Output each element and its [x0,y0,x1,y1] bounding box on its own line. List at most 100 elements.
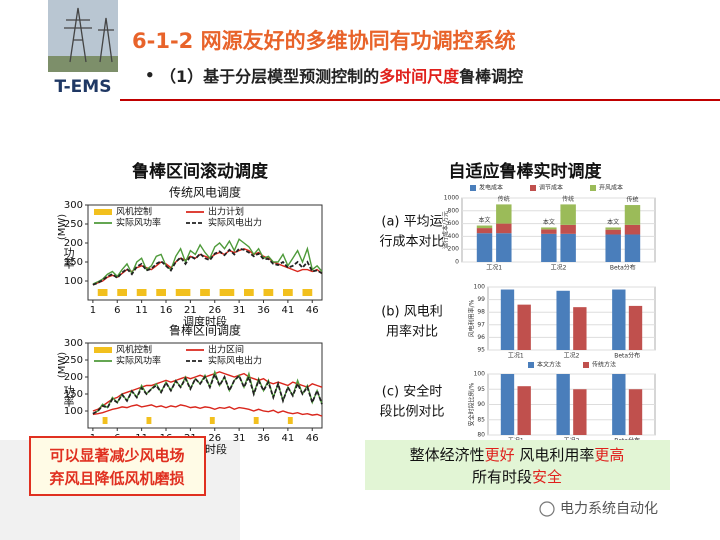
bar-segment [624,205,641,225]
bar-segment [560,233,576,262]
bar [517,386,531,435]
text-run: 风电利用率 [515,446,595,464]
bar-segment [605,227,621,230]
legend-label: 本文方法 [537,361,561,369]
text-run: （1）基于分层模型预测控制的 [160,67,379,86]
legend-label: 出力计划 [208,206,244,218]
legend-label: 实际风功率 [116,355,161,367]
callout-box [29,436,206,496]
plot-frame [461,197,656,263]
y-axis-unit: (MW) [57,352,68,378]
right-heading: 自适应鲁棒实时调度 [449,161,603,182]
y-tick-label: 100 [64,406,83,417]
bar-annotation: 本文 [479,216,491,224]
y-tick-label: 300 [64,200,83,211]
control-bar [200,289,210,296]
control-bar [175,289,191,296]
chart-label: (a) 平均运 [381,215,442,230]
legend-label: 风机控制 [116,344,152,356]
y-tick-label: 95 [477,347,485,354]
bar [573,389,587,435]
legend-label: 实际风功率 [116,217,161,229]
bar [612,289,626,350]
control-bar [136,289,147,296]
legend-label: 出力区间 [208,344,244,356]
bar-segment [541,229,557,234]
y-tick-label: 98 [477,309,485,316]
x-tick-label: 46 [306,305,319,316]
y-tick-label: 100 [474,371,486,378]
left-heading: 鲁棒区间滚动调度 [132,161,269,182]
x-tick-label: 41 [282,433,295,444]
bar-segment [541,233,557,262]
chart-label: 行成本对比 [379,235,444,250]
series-line [92,247,323,286]
x-tick-label: 工况1 [508,353,524,360]
bar-segment [605,234,621,262]
control-bar [146,417,152,424]
legend-swatch [590,185,596,191]
control-bar [102,417,108,424]
text-run: 鲁棒调控 [458,67,523,86]
chart-label: (c) 安全时 [382,384,442,400]
bar [612,374,626,435]
legend-swatch [470,185,476,191]
bar [556,374,570,435]
bar-segment [476,233,493,262]
y-tick-label: 800 [448,207,460,214]
summary-line: 所有时段安全 [472,468,562,486]
legend-label: 发电成本 [479,184,503,192]
text-run: 整体经济性 [410,446,485,464]
callout-line: 可以显著减少风电场 [49,447,184,465]
bar-segment [605,229,621,235]
x-tick-label: 11 [135,305,148,316]
bar-segment [496,233,512,262]
bar [628,389,643,435]
bar-segment [624,234,641,262]
logo-ground [48,56,118,72]
legend-label: 风机控制 [116,206,152,218]
control-bar [283,289,293,296]
control-bar [302,289,313,296]
x-tick-label: 工况2 [564,353,580,360]
bar [517,304,531,350]
x-tick-label: 46 [306,433,319,444]
text-run: 多时间尺度 [379,67,460,86]
y-tick-label: 250 [64,355,83,366]
watermark: 电力系统自动化 [560,501,658,517]
x-axis-label: 调度时段 [183,314,227,328]
y-tick-label: 200 [64,238,83,249]
legend-swatch [530,185,536,191]
control-bar [209,417,215,424]
bar [556,290,570,350]
bullet-text: （1）基于分层模型预测控制的多时间尺度鲁棒调控 [160,67,523,86]
text-run: 安全 [532,468,562,486]
bar [500,374,515,435]
y-tick-label: 200 [448,246,460,253]
y-tick-label: 100 [474,284,486,291]
logo-label: T-EMS [55,77,112,97]
y-tick-label: 96 [477,334,485,341]
x-tick-label: 工况1 [486,265,502,272]
x-tick-label: Beta分布 [614,352,640,360]
series-line [92,404,323,417]
slide-title: 6-1-2 网源友好的多维协同有功调控系统 [132,29,516,53]
y-axis-label: 安全时段比例/% [468,382,476,426]
x-tick-label: 16 [160,305,173,316]
x-tick-label: 31 [233,305,246,316]
y-tick-label: 99 [477,296,485,303]
y-axis-label: 风电利用率/% [468,299,476,337]
x-tick-label: 36 [257,433,270,444]
chart-title: 鲁棒区间调度 [169,323,241,338]
legend-label: 实际风电出力 [208,355,262,367]
x-tick-label: 36 [257,305,270,316]
text-run: 所有时段 [472,468,532,486]
bar-segment [560,224,576,234]
summary-line: 整体经济性更好 风电利用率更高 [410,446,625,464]
y-tick-label: 300 [64,338,83,349]
logo-tower [64,7,114,63]
y-tick-label: 200 [64,372,83,383]
bar-annotation: 传统 [498,195,510,203]
plot-frame [487,286,656,351]
bar-annotation: 传统 [626,196,638,204]
